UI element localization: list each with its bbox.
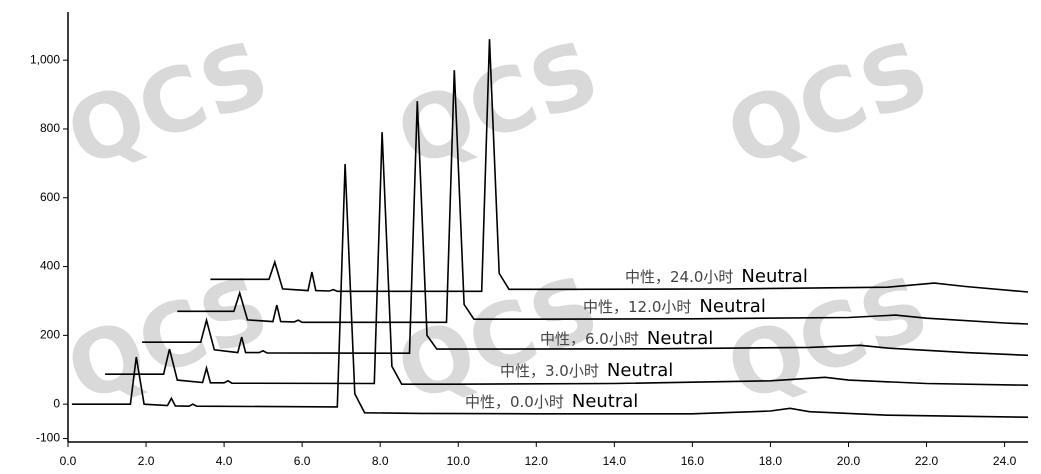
x-tick-label: 14.0 [603,454,627,468]
trace-line [142,101,1029,357]
x-tick-label: 10.0 [447,454,471,468]
trace-line [177,70,1029,325]
trace-tag: Neutral [607,360,673,381]
x-tick-label: 18.0 [759,454,783,468]
trace-line [105,132,1029,386]
x-tick-label: 16.0 [681,454,705,468]
x-tick-label: 24.0 [993,454,1017,468]
x-tick-label: 12.0 [525,454,549,468]
trace-tag: Neutral [647,328,713,349]
trace-line [71,163,1029,418]
trace-name: 中性，12.0小时 [583,298,691,316]
y-tick-label: 800 [40,121,60,135]
watermark: QCS [714,20,941,187]
trace-tag: Neutral [741,266,807,287]
watermark: QCS [54,255,281,422]
trace-name: 中性，3.0小时 [500,362,599,380]
x-tick-label: 8.0 [372,454,389,468]
x-tick-label: 6.0 [294,454,311,468]
trace-name: 中性，6.0小时 [540,330,639,348]
y-tick-label: -100 [36,431,60,445]
y-tick-label: 400 [40,259,60,273]
y-tick-label: 0 [53,396,60,410]
trace-tag: Neutral [699,296,765,317]
x-tick-label: 2.0 [138,454,155,468]
y-tick-label: 200 [40,328,60,342]
trace-label: 中性，0.0小时 Neutral [465,391,638,412]
x-tick-label: 4.0 [216,454,233,468]
trace-label: 中性，3.0小时 Neutral [500,360,673,381]
trace-label: 中性，12.0小时 Neutral [583,296,766,317]
trace-tag: Neutral [572,391,638,412]
trace-line [210,39,1029,293]
trace-label: 中性，24.0小时 Neutral [625,266,808,287]
trace-label: 中性，6.0小时 Neutral [540,328,713,349]
y-tick-label: 1,000 [30,52,60,66]
y-tick-label: 600 [40,190,60,204]
watermark: QCS [54,20,281,187]
trace-name: 中性，0.0小时 [465,393,564,411]
x-tick-label: 20.0 [837,454,861,468]
trace-name: 中性，24.0小时 [625,268,733,286]
x-tick-label: 0.0 [60,454,77,468]
x-tick-label: 22.0 [915,454,939,468]
